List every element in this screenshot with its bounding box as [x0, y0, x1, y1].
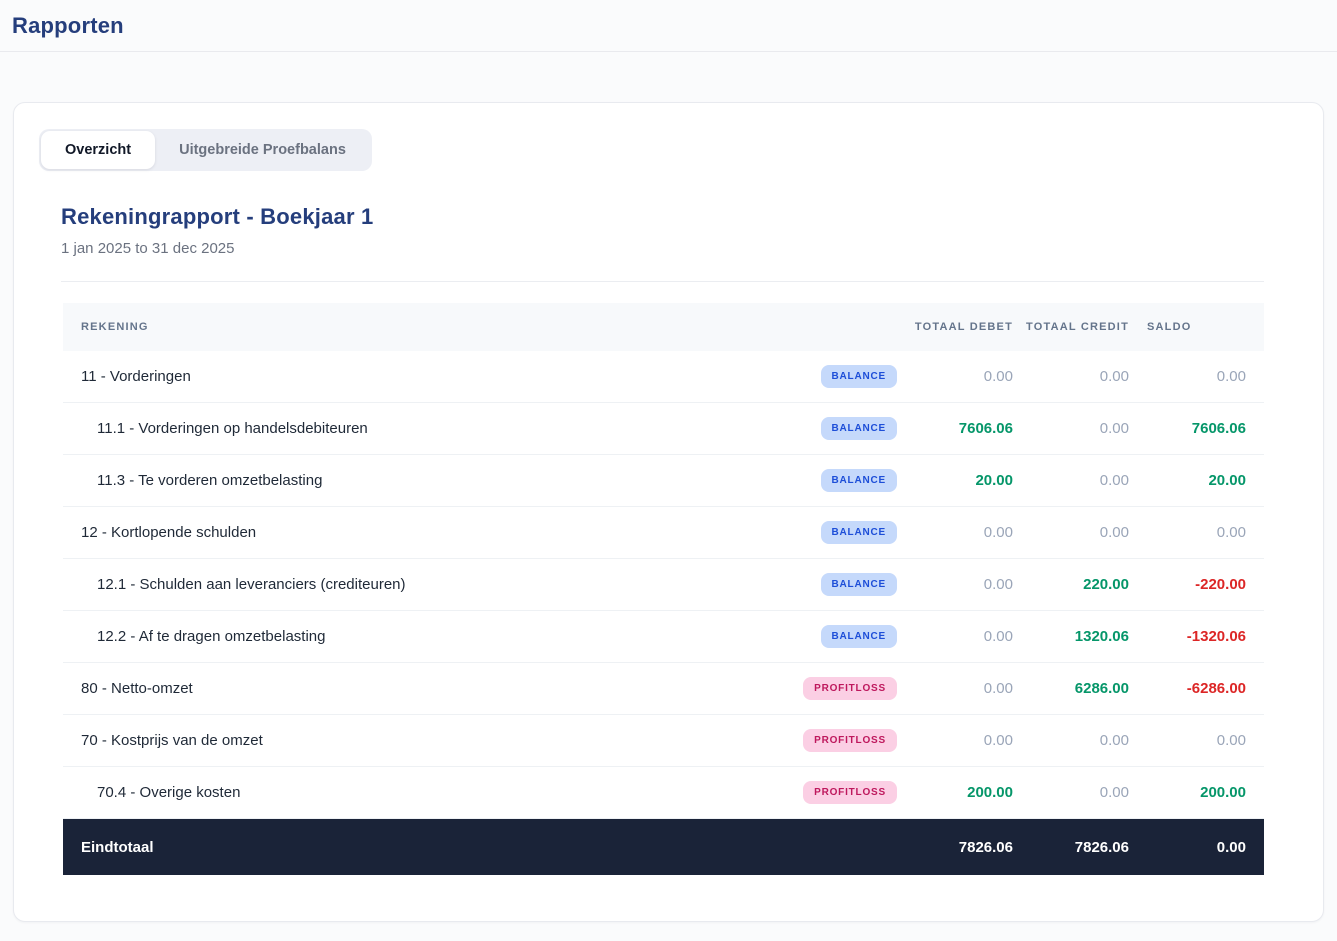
tab-overzicht[interactable]: Overzicht — [41, 131, 156, 169]
account-type-badge: PROFITLOSS — [803, 781, 897, 804]
grand-total-label: Eindtotaal — [81, 838, 154, 856]
account-name: 11 - Vorderingen — [81, 368, 191, 385]
totaal-credit-value: 0.00 — [1099, 368, 1129, 385]
column-header-totaal-debet: Totaal Debet — [914, 321, 1013, 333]
saldo-value: 7606.06 — [1191, 420, 1246, 437]
account-name: 12.1 - Schulden aan leveranciers (credit… — [97, 576, 406, 593]
account-name: 11.1 - Vorderingen op handelsdebiteuren — [97, 420, 368, 437]
account-type-badge: BALANCE — [820, 365, 897, 388]
table-row: 12.2 - Af te dragen omzetbelasting BALAN… — [63, 611, 1264, 663]
grand-total-saldo: 0.00 — [1216, 838, 1246, 856]
totaal-debet-value: 7606.06 — [958, 420, 1013, 437]
table-row: 11.1 - Vorderingen op handelsdebiteuren … — [63, 403, 1264, 455]
totaal-debet-value: 0.00 — [983, 576, 1013, 593]
totaal-credit-value: 1320.06 — [1074, 628, 1129, 645]
table-body: 11 - Vorderingen BALANCE 0.00 0.00 0.00 … — [63, 351, 1264, 819]
account-name: 70 - Kostprijs van de omzet — [81, 732, 263, 749]
account-name: 80 - Netto-omzet — [81, 680, 193, 697]
grand-total-credit: 7826.06 — [1074, 838, 1129, 856]
totaal-debet-value: 20.00 — [975, 472, 1013, 489]
table-row: 12 - Kortlopende schulden BALANCE 0.00 0… — [63, 507, 1264, 559]
totaal-credit-value: 0.00 — [1099, 420, 1129, 437]
table-row: 70.4 - Overige kosten PROFITLOSS 200.00 … — [63, 767, 1264, 819]
totaal-credit-value: 0.00 — [1099, 524, 1129, 541]
report-title: Rekeningrapport - Boekjaar 1 — [61, 204, 374, 229]
totaal-credit-value: 220.00 — [1083, 576, 1129, 593]
totaal-debet-value: 0.00 — [983, 368, 1013, 385]
totaal-credit-value: 6286.00 — [1074, 680, 1129, 697]
account-type-badge: BALANCE — [820, 521, 897, 544]
column-header-totaal-credit: Totaal Credit — [1026, 321, 1129, 333]
totaal-credit-value: 0.00 — [1099, 472, 1129, 489]
saldo-value: 200.00 — [1200, 784, 1246, 801]
saldo-value: 0.00 — [1216, 524, 1246, 541]
account-name: 11.3 - Te vorderen omzetbelasting — [97, 472, 323, 489]
account-type-badge: BALANCE — [820, 573, 897, 596]
column-header-saldo: Saldo — [1147, 321, 1192, 333]
table-header-row: Rekening Totaal Debet Totaal Credit Sald… — [63, 303, 1264, 351]
saldo-value: 0.00 — [1216, 368, 1246, 385]
totaal-debet-value: 0.00 — [983, 680, 1013, 697]
tab-uitgebreide-proefbalans[interactable]: Uitgebreide Proefbalans — [155, 131, 370, 169]
account-name: 70.4 - Overige kosten — [97, 784, 241, 801]
totaal-debet-value: 0.00 — [983, 732, 1013, 749]
table-row: 12.1 - Schulden aan leveranciers (credit… — [63, 559, 1264, 611]
divider — [61, 281, 1264, 282]
saldo-value: -6286.00 — [1186, 680, 1246, 697]
saldo-value: 20.00 — [1208, 472, 1246, 489]
grand-total-debet: 7826.06 — [958, 838, 1013, 856]
account-type-badge: BALANCE — [820, 469, 897, 492]
saldo-value: 0.00 — [1216, 732, 1246, 749]
page-header: Rapporten — [0, 0, 1337, 52]
table-row: 70 - Kostprijs van de omzet PROFITLOSS 0… — [63, 715, 1264, 767]
totaal-credit-value: 0.00 — [1099, 784, 1129, 801]
totaal-debet-value: 200.00 — [967, 784, 1013, 801]
table-row: 80 - Netto-omzet PROFITLOSS 0.00 6286.00… — [63, 663, 1264, 715]
column-header-rekening: Rekening — [81, 321, 149, 333]
accounts-table: Rekening Totaal Debet Totaal Credit Sald… — [63, 303, 1264, 875]
saldo-value: -220.00 — [1195, 576, 1246, 593]
account-type-badge: BALANCE — [820, 625, 897, 648]
page-title: Rapporten — [12, 13, 124, 38]
report-period: 1 jan 2025 to 31 dec 2025 — [61, 240, 235, 257]
totaal-credit-value: 0.00 — [1099, 732, 1129, 749]
grand-total-row: Eindtotaal 7826.06 7826.06 0.00 — [63, 819, 1264, 875]
report-head: Rekeningrapport - Boekjaar 1 1 jan 2025 … — [61, 204, 1264, 257]
account-name: 12.2 - Af te dragen omzetbelasting — [97, 628, 326, 645]
report-card: Overzicht Uitgebreide Proefbalans Rekeni… — [13, 102, 1324, 922]
account-name: 12 - Kortlopende schulden — [81, 524, 257, 541]
saldo-value: -1320.06 — [1186, 628, 1246, 645]
account-type-badge: BALANCE — [820, 417, 897, 440]
totaal-debet-value: 0.00 — [983, 628, 1013, 645]
table-row: 11 - Vorderingen BALANCE 0.00 0.00 0.00 — [63, 351, 1264, 403]
table-row: 11.3 - Te vorderen omzetbelasting BALANC… — [63, 455, 1264, 507]
account-type-badge: PROFITLOSS — [803, 677, 897, 700]
totaal-debet-value: 0.00 — [983, 524, 1013, 541]
account-type-badge: PROFITLOSS — [803, 729, 897, 752]
tab-bar: Overzicht Uitgebreide Proefbalans — [39, 129, 372, 171]
